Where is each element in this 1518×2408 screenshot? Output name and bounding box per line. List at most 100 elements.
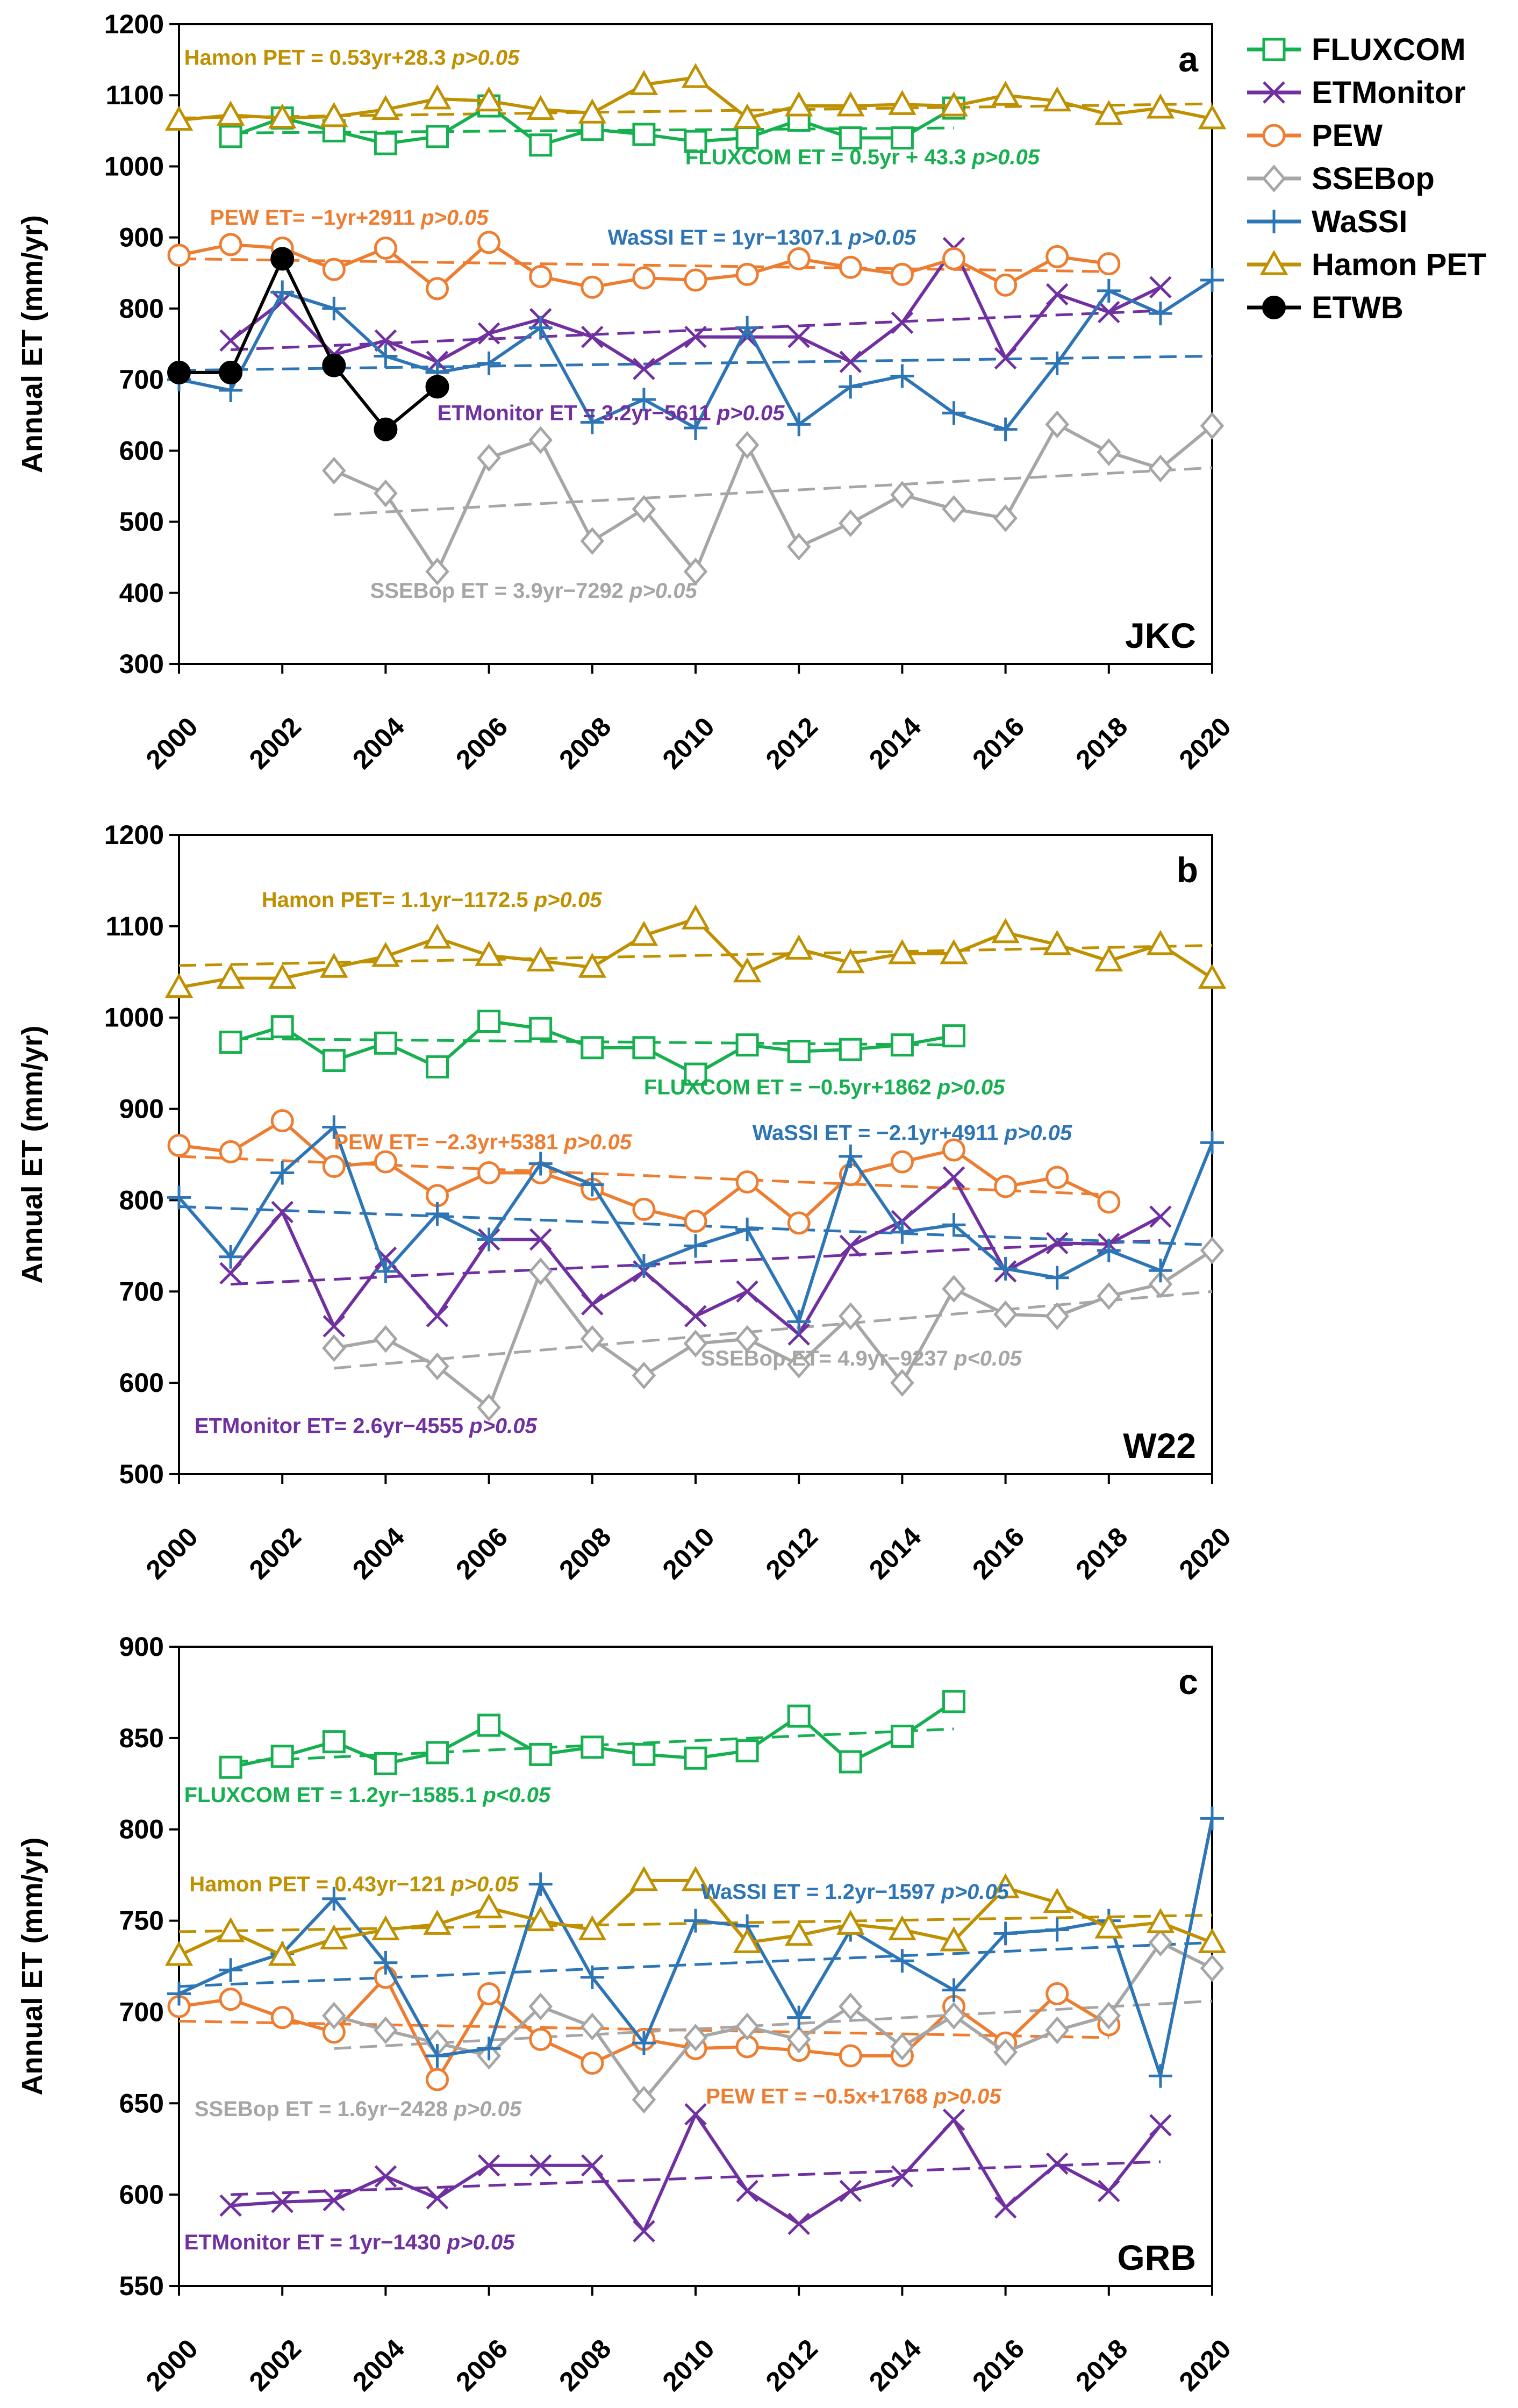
trend-line-hamon-pet	[178, 102, 1213, 120]
trend-equation-ssebop: SSEBop ET = 3.9yr−7292 p>0.05	[370, 579, 698, 603]
legend-label: Hamon PET	[1312, 247, 1487, 282]
data-point-ssebop	[1148, 1270, 1173, 1298]
data-point-fluxcom	[322, 1730, 346, 1754]
y-tick-label: 850	[119, 1723, 164, 1753]
data-point-etmonitor	[891, 311, 914, 334]
trend-equation-fluxcom: FLUXCOM ET = 0.5yr + 43.3 p>0.05	[685, 145, 1040, 169]
data-point-hamon-pet	[1198, 104, 1227, 130]
data-point-hamon-pet	[1043, 86, 1071, 112]
data-point-hamon-pet	[991, 918, 1020, 944]
data-point-hamon-pet	[268, 1941, 297, 1966]
x-tick-label: 2016	[966, 711, 1030, 775]
legend: FLUXCOM ETMonitor PEW SSEBop WaSSI Hamon PET E…	[1247, 32, 1487, 325]
x-tick-label: 2006	[450, 711, 513, 775]
data-point-ssebop	[838, 1992, 863, 2021]
data-point-fluxcom	[426, 125, 449, 148]
trend-equation-pew: PEW ET= −2.3yr+5381 p>0.05	[334, 1130, 632, 1154]
data-point-fluxcom	[529, 1017, 553, 1040]
data-point-ssebop	[993, 504, 1018, 532]
trend-equation-fluxcom: FLUXCOM ET = 1.2yr−1585.1 p<0.05	[184, 1783, 551, 1807]
data-point-etmonitor	[787, 2212, 810, 2235]
data-point-pew	[787, 1211, 811, 1235]
data-point-ssebop	[683, 558, 708, 585]
data-point-wassi	[322, 1115, 346, 1139]
data-point-wassi	[580, 1965, 604, 1989]
data-point-pew	[529, 2027, 553, 2051]
data-point-ssebop	[993, 2038, 1018, 2066]
x-tick-label: 2020	[1173, 711, 1237, 775]
data-point-wassi	[580, 1173, 604, 1197]
data-point-wassi	[425, 2043, 449, 2068]
data-point-wassi	[1097, 278, 1121, 303]
data-point-etmonitor	[839, 1234, 862, 1257]
data-point-wassi	[942, 1978, 966, 2002]
data-point-etmonitor	[1046, 2152, 1069, 2175]
data-point-etmonitor	[323, 1315, 346, 1338]
data-point-etmonitor	[581, 2154, 604, 2177]
legend-item-etmonitor: ETMonitor	[1247, 75, 1466, 110]
data-point-hamon-pet	[888, 90, 916, 115]
data-point-hamon-pet	[629, 920, 658, 946]
data-point-etmonitor	[787, 326, 810, 348]
data-point-ssebop	[580, 1325, 605, 1353]
series-line-etmonitor	[230, 2112, 1162, 2233]
y-tick-label: 1100	[106, 911, 164, 941]
data-point-wassi	[993, 1921, 1018, 1946]
data-point-hamon-pet	[836, 1910, 865, 1935]
data-point-hamon-pet	[216, 101, 245, 126]
data-point-pew	[322, 258, 346, 281]
data-point-etmonitor	[426, 2187, 449, 2210]
data-point-wassi	[528, 316, 553, 340]
data-point-etmonitor	[271, 1201, 293, 1224]
trend-equation-pew: PEW ET= −1yr+2911 p>0.05	[210, 206, 489, 230]
data-point-ssebop	[425, 558, 449, 585]
data-point-etmonitor	[1149, 276, 1172, 298]
y-tick-label: 800	[119, 294, 164, 324]
data-point-fluxcom	[839, 126, 862, 150]
x-tick-label: 2010	[657, 711, 720, 775]
data-point-hamon-pet	[423, 923, 452, 949]
data-point-wassi	[528, 1872, 553, 1896]
data-point-pew	[839, 2044, 862, 2068]
x-tick-label: 2012	[760, 2333, 824, 2397]
data-point-ssebop	[1200, 1237, 1225, 1264]
data-point-wassi	[1200, 1131, 1224, 1155]
data-point-ssebop	[683, 1330, 708, 1357]
data-point-pew	[1046, 245, 1069, 268]
data-point-hamon-pet	[940, 939, 968, 964]
data-point-hamon-pet	[991, 81, 1020, 106]
data-point-pew	[270, 2006, 294, 2030]
x-tick-label: 2010	[657, 1521, 720, 1585]
data-point-hamon-pet	[164, 1941, 194, 1966]
data-point-hamon-pet	[268, 963, 297, 989]
data-point-hamon-pet	[784, 91, 813, 117]
legend-label: FLUXCOM	[1312, 32, 1466, 67]
x-tick-label: 2012	[760, 1521, 824, 1585]
series-hamon-pet	[164, 63, 1227, 131]
y-axis-label: Annual ET (mm/yr)	[16, 1837, 48, 2095]
x-tick-label: 2012	[760, 711, 824, 775]
data-point-fluxcom	[581, 1735, 604, 1759]
data-point-fluxcom	[787, 1704, 811, 1728]
series-etmonitor	[219, 2103, 1172, 2242]
data-point-wassi	[270, 280, 295, 304]
data-point-fluxcom	[890, 1033, 914, 1057]
y-tick-label: 650	[119, 2088, 164, 2118]
data-point-ssebop	[786, 2025, 811, 2054]
data-point-fluxcom	[632, 1742, 656, 1766]
legend-marker	[1263, 81, 1285, 104]
data-point-ssebop	[1045, 1302, 1070, 1330]
data-point-wassi	[477, 351, 501, 375]
data-point-hamon-pet	[629, 70, 658, 95]
data-point-fluxcom	[735, 1033, 759, 1057]
x-tick-label: 2020	[1173, 2333, 1237, 2397]
data-point-wassi	[942, 1213, 966, 1237]
data-point-pew	[632, 1197, 656, 1221]
data-point-wassi	[1045, 1918, 1069, 1942]
legend-marker	[1262, 210, 1286, 233]
data-point-ssebop	[1097, 2002, 1121, 2030]
data-point-ssebop	[425, 1352, 449, 1381]
data-point-ssebop	[321, 2002, 346, 2030]
data-point-hamon-pet	[578, 98, 607, 124]
data-point-pew	[477, 231, 501, 254]
